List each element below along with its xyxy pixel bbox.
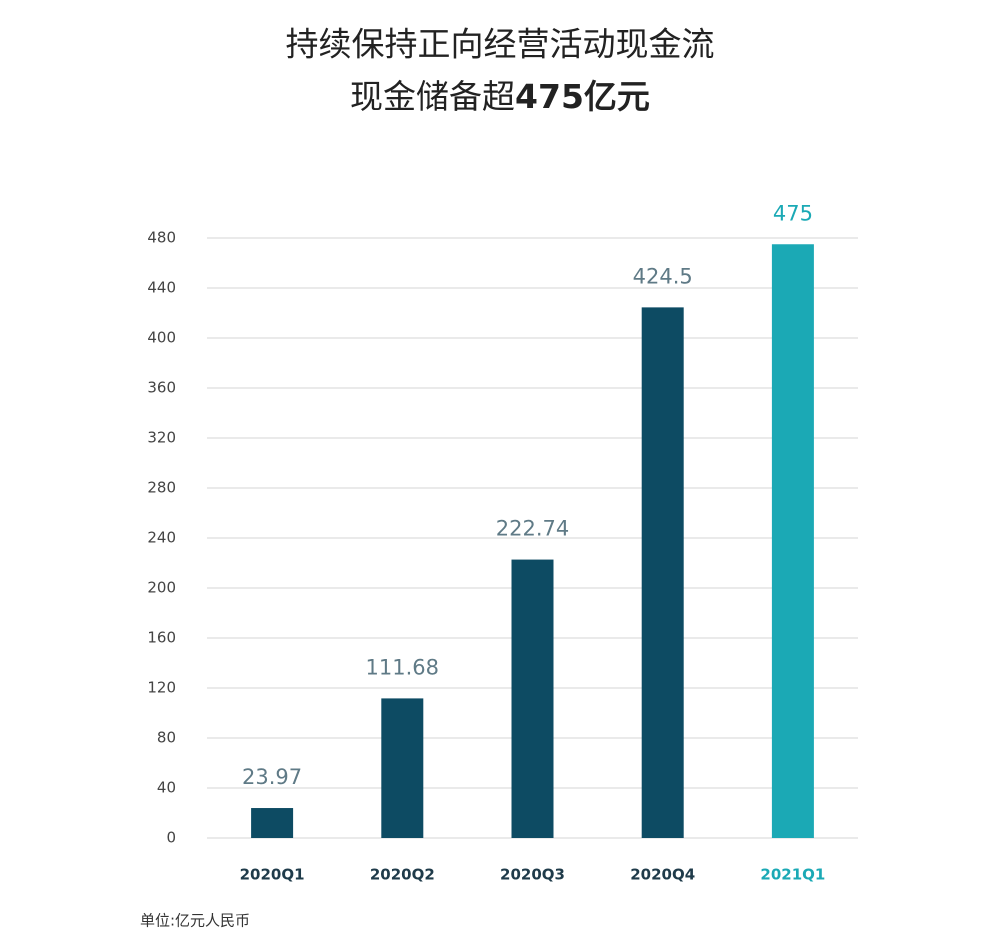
y-tick-label: 320 <box>147 429 176 447</box>
y-tick-label: 160 <box>147 629 176 647</box>
x-tick-label: 2020Q3 <box>500 866 565 884</box>
bar <box>251 808 294 838</box>
x-tick-label: 2020Q2 <box>370 866 435 884</box>
y-tick-label: 120 <box>147 679 176 697</box>
y-tick-label: 360 <box>147 379 176 397</box>
value-label: 222.74 <box>496 517 569 541</box>
y-tick-label: 80 <box>157 729 176 747</box>
unit-note: 单位:亿元人民币 <box>140 912 250 930</box>
bar <box>641 307 684 838</box>
subtitle-text: 现金储备超 <box>350 77 515 116</box>
x-tick-label: 2020Q4 <box>630 866 695 884</box>
y-tick-label: 240 <box>147 529 176 547</box>
y-tick-label: 440 <box>147 279 176 297</box>
y-tick-label: 280 <box>147 479 176 497</box>
value-label: 424.5 <box>633 264 693 288</box>
x-tick-label: 2021Q1 <box>760 866 825 884</box>
value-label: 111.68 <box>366 655 439 679</box>
x-tick-label: 2020Q1 <box>240 866 305 884</box>
value-label: 23.97 <box>242 765 302 789</box>
y-tick-label: 40 <box>157 779 176 797</box>
y-tick-label: 400 <box>147 329 176 347</box>
y-tick-label: 200 <box>147 579 176 597</box>
chart-subtitle: 现金储备超475亿元 <box>350 77 650 116</box>
bar <box>381 698 424 838</box>
bar <box>511 559 554 838</box>
y-tick-label: 480 <box>147 229 176 247</box>
value-label: 475 <box>773 201 813 225</box>
bar <box>771 244 814 838</box>
chart-title: 持续保持正向经营活动现金流 <box>286 25 715 64</box>
y-tick-label: 0 <box>166 829 176 847</box>
subtitle-highlight: 475亿元 <box>515 77 650 116</box>
